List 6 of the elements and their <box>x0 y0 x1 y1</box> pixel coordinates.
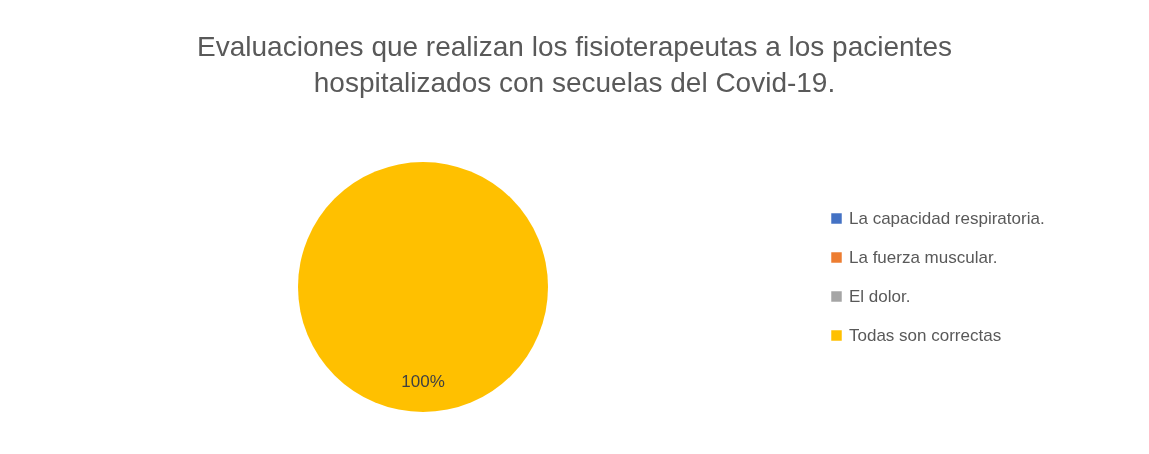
legend-label: La fuerza muscular. <box>849 247 998 267</box>
legend-label: Todas son correctas <box>849 325 1002 345</box>
legend-label: La capacidad respiratoria. <box>849 208 1045 228</box>
chart-title: Evaluaciones que realizan los fisioterapeutas a los pacientes hospitalizados con secuelas del Covid-19. <box>197 31 952 98</box>
data-label: 100% <box>401 372 445 391</box>
legend-label: El dolor. <box>849 286 911 306</box>
